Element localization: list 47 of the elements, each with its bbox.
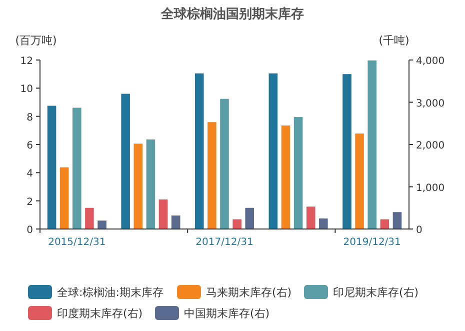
y-tick-label: 10 <box>20 84 33 96</box>
y-tick-label: 4 <box>26 168 33 180</box>
bar <box>294 117 303 229</box>
y-tick-label: 12 <box>20 56 33 67</box>
bar <box>194 73 204 229</box>
y2-axis-title: (千吨) <box>378 34 410 47</box>
legend-label: 中国期末库存(右) <box>184 307 270 320</box>
bar <box>281 125 290 229</box>
bar <box>306 206 316 229</box>
bar <box>72 108 82 229</box>
y-tick-label: 2 <box>26 196 33 208</box>
legend-label: 马来期末库存(右) <box>206 286 292 299</box>
bar <box>121 94 130 229</box>
bar <box>232 219 242 229</box>
bar <box>208 122 216 229</box>
y-tick-label: 6 <box>26 140 33 152</box>
bar <box>245 208 254 229</box>
x-tick-label: 2015/12/31 <box>48 237 106 248</box>
legend-label: 印尼期末库存(右) <box>333 286 419 299</box>
bar <box>60 167 69 229</box>
bar <box>134 144 143 229</box>
bar <box>368 60 376 229</box>
legend-label: 印度期末库存(右) <box>57 307 143 320</box>
bar <box>47 106 56 229</box>
chart-title: 全球棕榈油国别期末库存 <box>160 6 304 22</box>
legend-label: 全球:棕榈油:期末库存 <box>57 286 164 299</box>
bar <box>342 74 352 229</box>
bar <box>85 208 94 229</box>
bar <box>319 218 328 229</box>
bar <box>98 220 106 229</box>
x-tick-label: 2019/12/31 <box>343 237 401 248</box>
bar <box>220 98 229 229</box>
y2-tick-label: 1,000 <box>416 182 445 194</box>
bar <box>158 199 168 229</box>
y2-tick-label: 0 <box>416 225 422 236</box>
y2-tick-label: 4,000 <box>416 56 445 67</box>
y2-tick-label: 2,000 <box>416 140 445 152</box>
y-axis-title: (百万吨) <box>15 34 57 47</box>
bar <box>355 134 364 229</box>
bar <box>171 215 180 229</box>
bar <box>146 139 156 229</box>
bar <box>268 73 278 229</box>
x-tick-label: 2017/12/31 <box>196 237 254 248</box>
bar <box>392 212 402 229</box>
y-tick-label: 0 <box>26 225 33 236</box>
y-tick-label: 8 <box>26 112 33 124</box>
y2-tick-label: 3,000 <box>416 98 445 110</box>
